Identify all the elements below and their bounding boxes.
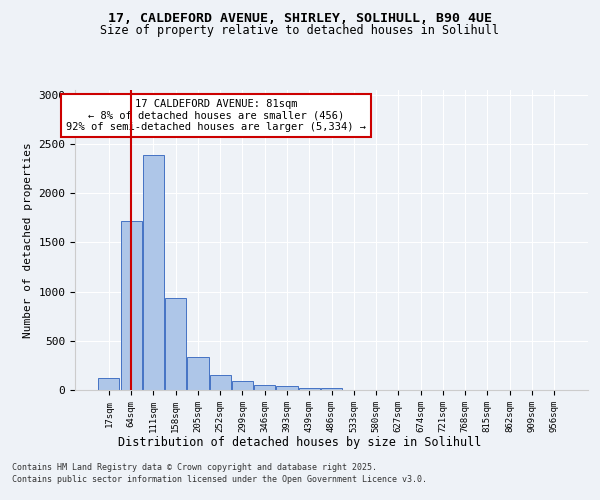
Bar <box>98 378 119 390</box>
Text: Size of property relative to detached houses in Solihull: Size of property relative to detached ho… <box>101 24 499 37</box>
Text: Contains public sector information licensed under the Open Government Licence v3: Contains public sector information licen… <box>12 475 427 484</box>
Bar <box>232 381 253 390</box>
Text: 17 CALDEFORD AVENUE: 81sqm
← 8% of detached houses are smaller (456)
92% of semi: 17 CALDEFORD AVENUE: 81sqm ← 8% of detac… <box>66 99 366 132</box>
Bar <box>277 386 298 390</box>
Bar <box>187 356 209 390</box>
Bar <box>209 375 231 390</box>
Bar <box>299 388 320 390</box>
Bar <box>254 384 275 390</box>
Text: 17, CALDEFORD AVENUE, SHIRLEY, SOLIHULL, B90 4UE: 17, CALDEFORD AVENUE, SHIRLEY, SOLIHULL,… <box>108 12 492 26</box>
Bar <box>143 155 164 390</box>
Bar <box>121 221 142 390</box>
Bar <box>321 388 342 390</box>
Text: Contains HM Land Registry data © Crown copyright and database right 2025.: Contains HM Land Registry data © Crown c… <box>12 464 377 472</box>
Y-axis label: Number of detached properties: Number of detached properties <box>23 142 33 338</box>
Text: Distribution of detached houses by size in Solihull: Distribution of detached houses by size … <box>118 436 482 449</box>
Bar <box>165 298 186 390</box>
